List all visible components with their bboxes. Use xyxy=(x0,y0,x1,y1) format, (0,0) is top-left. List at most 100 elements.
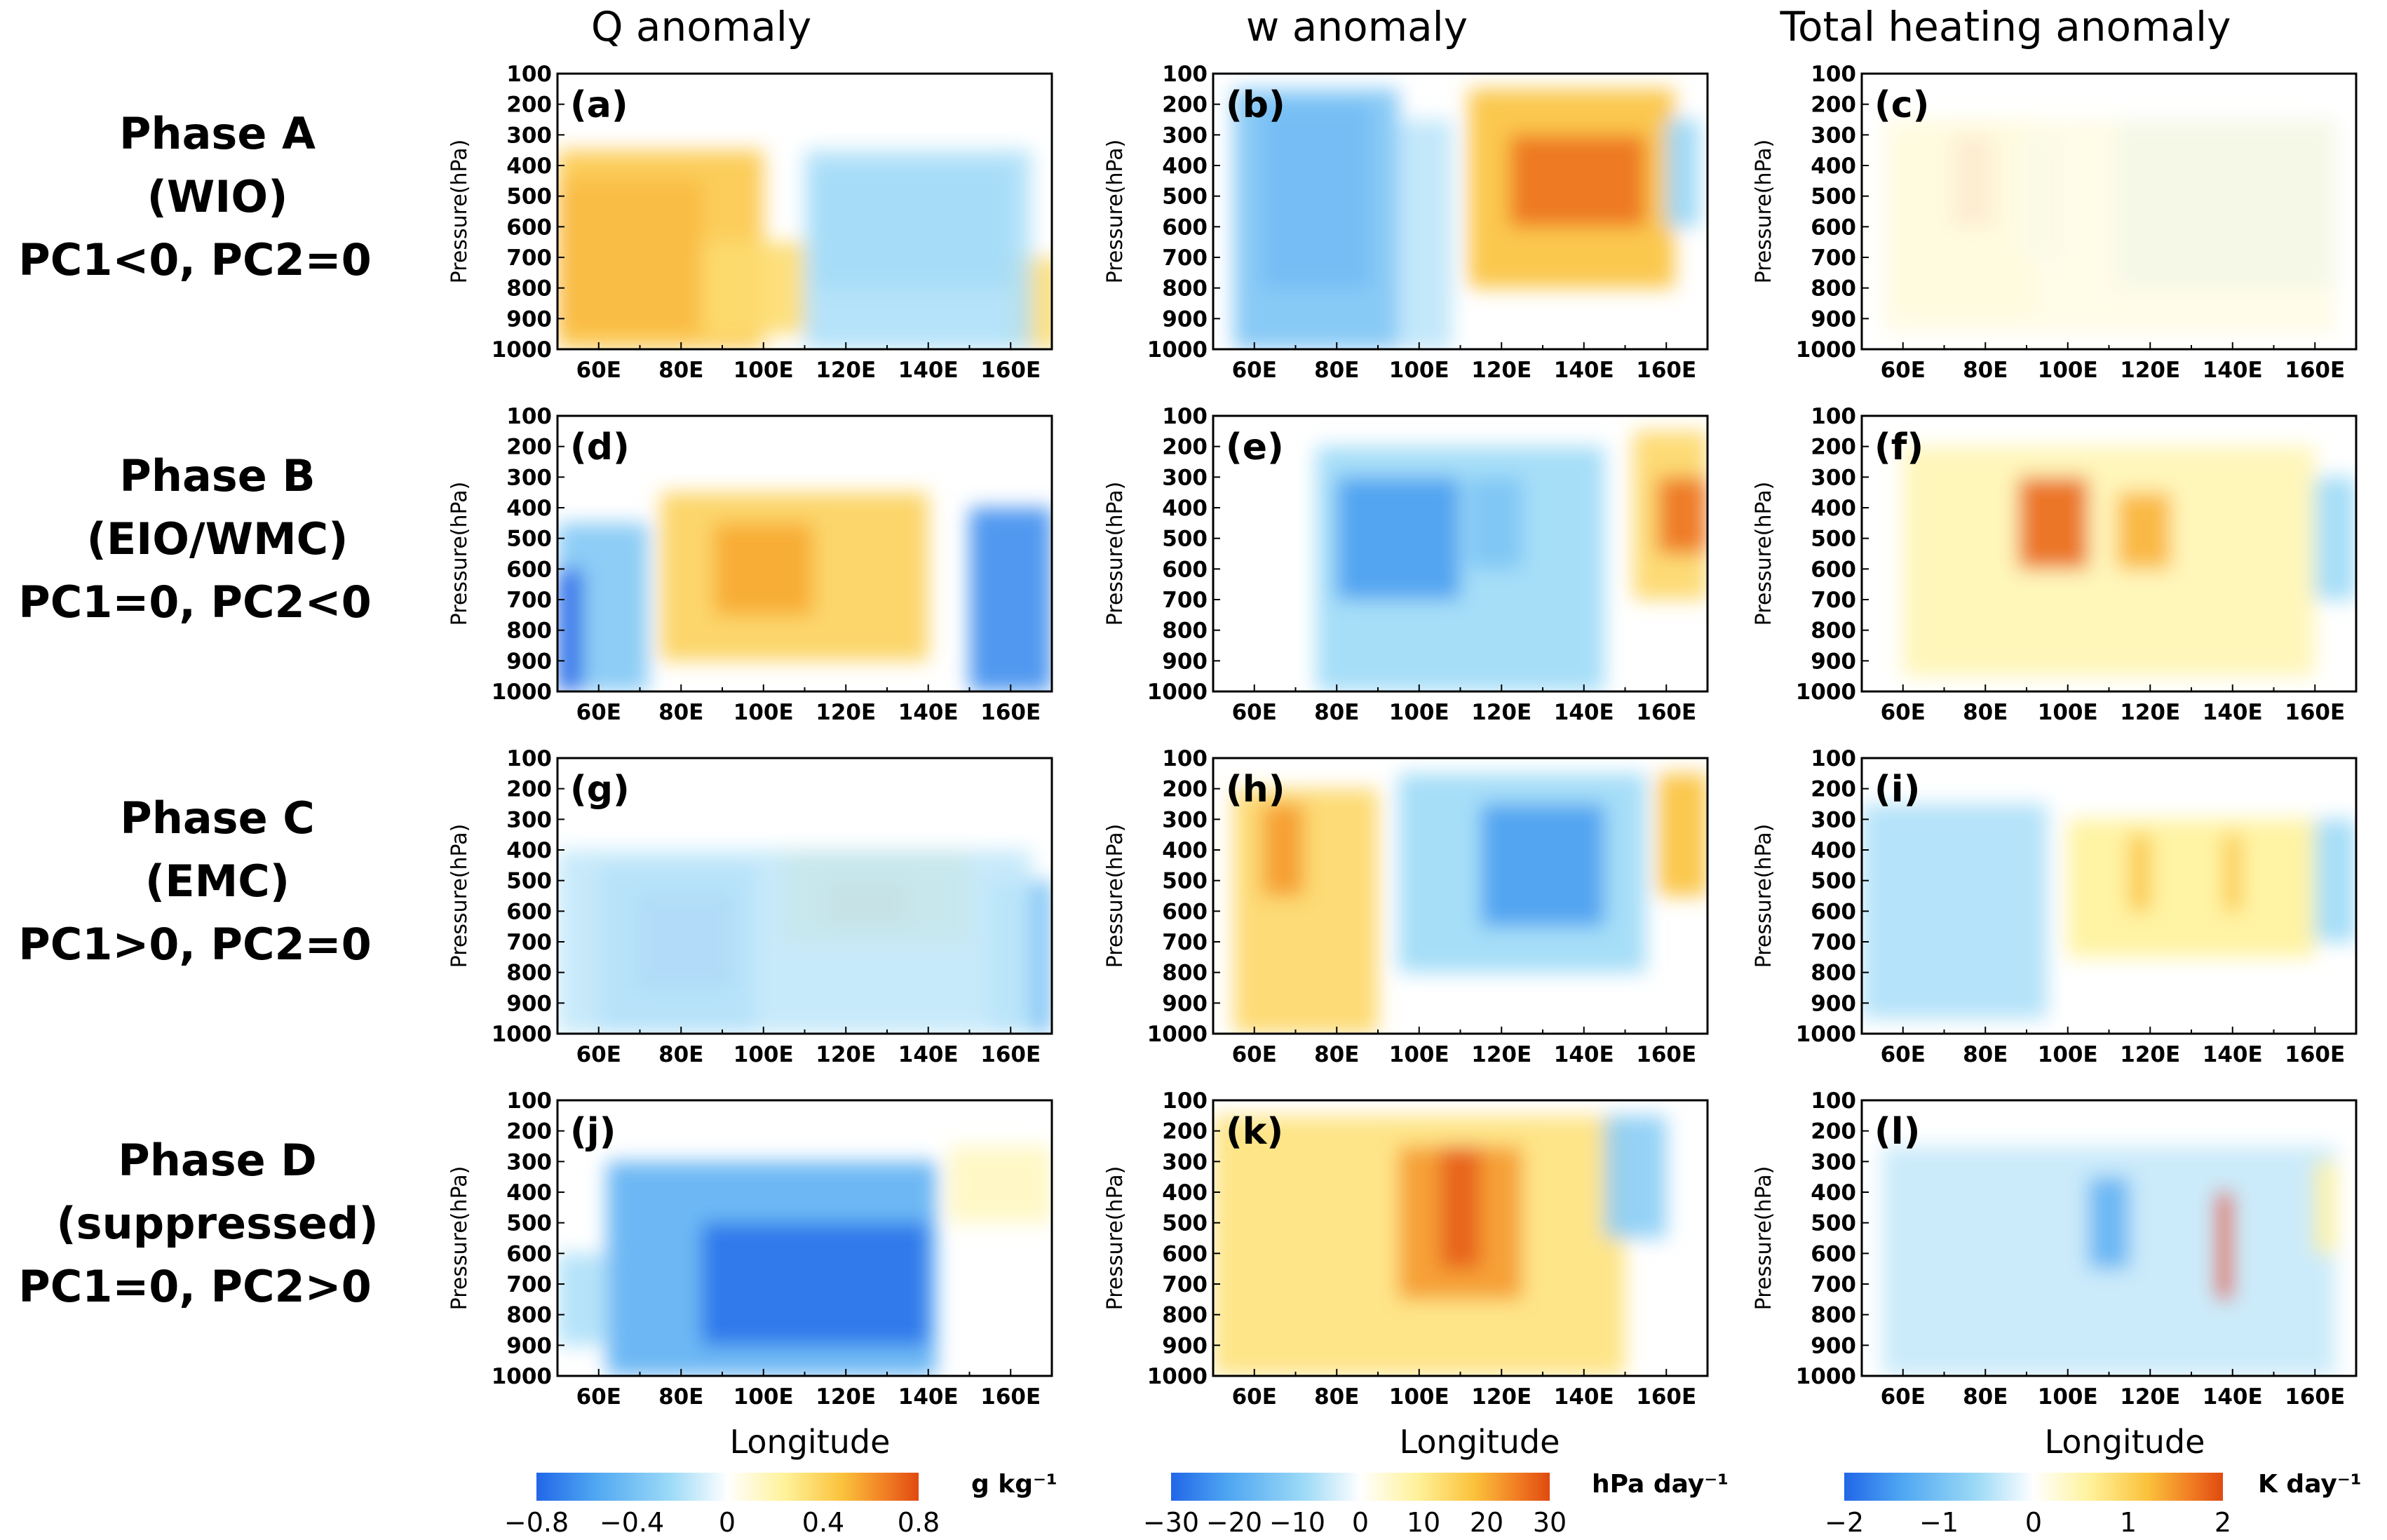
svg-text:PC1=0, PC2>0: PC1=0, PC2>0 xyxy=(18,1261,371,1312)
y-tick-label: 700 xyxy=(1811,930,1856,955)
x-tick-label: 160E xyxy=(1636,1384,1696,1410)
column-title-w: w anomaly xyxy=(1246,3,1468,50)
x-tick-label: 160E xyxy=(980,1384,1041,1410)
x-tick-label: 100E xyxy=(2038,1384,2098,1410)
y-tick-label: 900 xyxy=(1162,991,1208,1016)
y-tick-label: 900 xyxy=(506,991,552,1016)
y-tick-label: 400 xyxy=(506,838,552,863)
x-tick-label: 140E xyxy=(2203,1384,2263,1410)
y-tick-label: 100 xyxy=(506,1088,552,1114)
y-tick-label: 300 xyxy=(1162,1149,1208,1175)
x-tick-label: 100E xyxy=(733,1384,794,1410)
y-tick-label: 600 xyxy=(1811,899,1856,924)
y-axis-title: Pressure(hPa) xyxy=(1752,482,1776,626)
y-tick-label: 400 xyxy=(1811,154,1856,179)
colorbar-w-tick: 10 xyxy=(1407,1507,1440,1538)
x-tick-label: 120E xyxy=(1471,1042,1531,1067)
y-tick-label: 400 xyxy=(1162,496,1208,521)
anomaly-cell xyxy=(2315,819,2356,942)
y-axis-title: Pressure(hPa) xyxy=(447,824,472,968)
panel-d: 100 200 300 400 500 600 700 800 900 1000 60E 80E 100… xyxy=(447,404,1053,725)
anomaly-cell xyxy=(804,150,1032,349)
y-tick-label: 100 xyxy=(1811,62,1856,87)
anomaly-cell xyxy=(2117,492,2171,569)
y-tick-label: 400 xyxy=(1811,838,1856,863)
anomaly-cell xyxy=(2129,835,2151,912)
y-tick-label: 800 xyxy=(506,1303,552,1328)
x-tick-label: 80E xyxy=(1963,700,2008,725)
colorbar-q: g kg⁻¹ −0.8 −0.4 0 0.4 0.8 xyxy=(504,1470,1057,1538)
y-tick-label: 900 xyxy=(1162,306,1208,332)
x-tick-label: 60E xyxy=(1881,1042,1926,1067)
y-tick-label: 200 xyxy=(1811,777,1856,802)
x-tick-label: 80E xyxy=(658,358,703,383)
x-tick-label: 100E xyxy=(733,358,794,383)
x-tick-label: 120E xyxy=(816,1384,876,1410)
y-tick-label: 500 xyxy=(1811,869,1856,894)
x-tick-label: 80E xyxy=(1963,1042,2008,1067)
panel-i: 100 200 300 400 500 600 700 800 900 1000 60E 80E 100… xyxy=(1752,746,2358,1067)
x-tick-label: 100E xyxy=(2038,700,2098,725)
y-tick-label: 300 xyxy=(1811,807,1856,832)
y-tick-label: 700 xyxy=(506,245,552,271)
x-tick-label: 140E xyxy=(898,700,959,725)
x-tick-label: 100E xyxy=(733,700,794,725)
svg-text:(EIO/WMC): (EIO/WMC) xyxy=(86,513,348,565)
y-tick-label: 900 xyxy=(1162,1333,1208,1358)
x-tick-label: 100E xyxy=(1389,700,1449,725)
x-tick-label: 60E xyxy=(576,1384,621,1410)
y-tick-label: 400 xyxy=(1811,1180,1856,1205)
x-tick-label: 160E xyxy=(980,358,1041,383)
y-tick-label: 300 xyxy=(506,807,552,832)
x-tick-label: 120E xyxy=(816,358,876,383)
x-tick-label: 120E xyxy=(1471,358,1531,383)
x-tick-label: 80E xyxy=(658,1384,703,1410)
x-tick-label: 120E xyxy=(1471,700,1531,725)
y-tick-label: 300 xyxy=(1811,123,1856,148)
panel-e: 100 200 300 400 500 600 700 800 900 1000 60E 80E 100… xyxy=(1103,404,1709,725)
anomaly-field xyxy=(1862,1100,2356,1376)
x-tick-label: 140E xyxy=(2203,700,2263,725)
anomaly-cell xyxy=(1666,119,1700,227)
y-tick-label: 300 xyxy=(1162,807,1208,832)
y-tick-label: 400 xyxy=(506,1180,552,1205)
x-tick-label: 140E xyxy=(898,1384,959,1410)
x-tick-label: 140E xyxy=(898,1042,959,1067)
y-tick-label: 900 xyxy=(506,306,552,332)
y-tick-label: 500 xyxy=(506,869,552,894)
colorbar-heating-tick: 2 xyxy=(2214,1507,2231,1538)
y-tick-label: 400 xyxy=(506,496,552,521)
anomaly-field xyxy=(1213,74,1708,349)
y-tick-label: 100 xyxy=(1811,404,1856,429)
colorbar-heating-tick: −1 xyxy=(1919,1507,1959,1538)
anomaly-field xyxy=(1213,416,1708,691)
svg-text:PC1<0, PC2=0: PC1<0, PC2=0 xyxy=(18,234,371,285)
y-tick-label: 700 xyxy=(1162,588,1208,613)
y-tick-label: 800 xyxy=(1811,961,1856,986)
svg-text:PC1=0, PC2<0: PC1=0, PC2<0 xyxy=(18,576,371,628)
anomaly-cell xyxy=(1468,477,1522,569)
y-tick-label: 600 xyxy=(506,557,552,582)
x-tick-label: 100E xyxy=(2038,1042,2098,1067)
x-tick-label: 60E xyxy=(576,1042,621,1067)
y-tick-label: 200 xyxy=(1162,93,1208,118)
y-tick-label: 800 xyxy=(1162,619,1208,644)
x-tick-label: 80E xyxy=(1963,1384,2008,1410)
panel-letter: (k) xyxy=(1226,1111,1283,1153)
y-tick-label: 800 xyxy=(1162,961,1208,986)
y-tick-label: 100 xyxy=(1811,1088,1856,1114)
anomaly-cell xyxy=(1658,477,1708,554)
y-tick-label: 1000 xyxy=(1796,1022,1856,1047)
svg-text:Phase A: Phase A xyxy=(119,108,316,159)
x-tick-label: 160E xyxy=(1636,700,1696,725)
x-tick-label: 140E xyxy=(1554,700,1614,725)
y-tick-label: 600 xyxy=(506,899,552,924)
x-axis-title-col3: Longitude xyxy=(2045,1423,2205,1461)
y-tick-label: 600 xyxy=(1811,215,1856,240)
y-tick-label: 300 xyxy=(1811,1149,1856,1175)
x-tick-label: 80E xyxy=(1314,358,1359,383)
y-tick-label: 500 xyxy=(1811,1211,1856,1236)
x-axis-title-col2: Longitude xyxy=(1400,1423,1560,1461)
y-tick-label: 200 xyxy=(1811,435,1856,460)
